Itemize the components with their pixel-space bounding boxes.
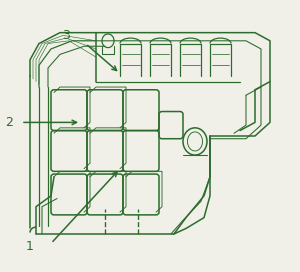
Text: 1: 1 [26, 240, 34, 253]
Text: 2: 2 [5, 116, 13, 129]
Text: 3: 3 [62, 29, 70, 42]
